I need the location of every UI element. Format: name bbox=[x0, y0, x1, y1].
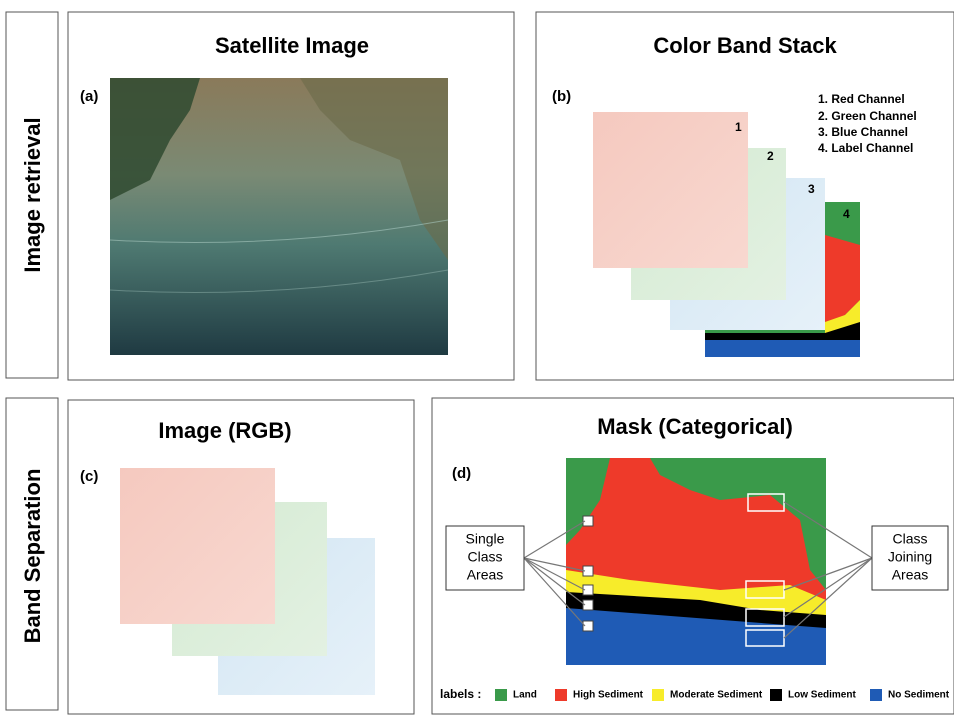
panel-title: Color Band Stack bbox=[653, 33, 837, 58]
legend-swatch bbox=[870, 689, 882, 701]
layer-number: 4 bbox=[843, 207, 850, 221]
panel-tag: (d) bbox=[452, 465, 471, 482]
panel-title: Mask (Categorical) bbox=[597, 414, 793, 439]
callout-text: Areas bbox=[467, 567, 504, 583]
diagram: Image retrieval Band Separation Satellit… bbox=[5, 11, 954, 715]
markers bbox=[582, 515, 594, 632]
row-label: Image retrieval bbox=[20, 117, 45, 272]
callout-box bbox=[871, 525, 949, 591]
layer-number: 1 bbox=[735, 120, 742, 134]
red-layer bbox=[120, 468, 275, 624]
panel bbox=[535, 11, 954, 381]
legend-swatch bbox=[652, 689, 664, 701]
legend-label: Moderate Sediment bbox=[670, 690, 763, 701]
mask-image bbox=[566, 458, 826, 665]
panel-title: Satellite Image bbox=[215, 33, 369, 58]
panel-tag: (b) bbox=[552, 88, 571, 105]
legend-swatch bbox=[495, 689, 507, 701]
row-box bbox=[5, 397, 59, 711]
layer-number: 3 bbox=[808, 182, 815, 196]
land bbox=[110, 78, 200, 200]
red-layer bbox=[593, 112, 748, 268]
callout-text: Class bbox=[467, 549, 502, 565]
row-label: Band Separation bbox=[20, 469, 45, 644]
panel bbox=[67, 399, 415, 715]
legend-label: High Sediment bbox=[573, 690, 644, 701]
arrows bbox=[523, 501, 873, 639]
channel-item: 2. Green Channel bbox=[818, 109, 917, 123]
legend-label: Land bbox=[513, 690, 537, 701]
panel-title: Image (RGB) bbox=[158, 418, 291, 443]
callout-text: Class bbox=[892, 531, 927, 547]
channel-item: 1. Red Channel bbox=[818, 92, 905, 106]
channel-item: 4. Label Channel bbox=[818, 141, 913, 155]
panel-tag: (c) bbox=[80, 468, 98, 485]
legend-swatch bbox=[770, 689, 782, 701]
legend-title: labels : bbox=[440, 687, 481, 701]
callout-text: Single bbox=[466, 531, 505, 547]
callout-text: Areas bbox=[892, 567, 929, 583]
contour bbox=[109, 219, 449, 243]
row-box bbox=[5, 11, 59, 379]
legend-swatch bbox=[555, 689, 567, 701]
legend-label: Low Sediment bbox=[788, 690, 856, 701]
callout-text: Joining bbox=[888, 549, 932, 565]
legend: Land High Sediment Moderate Sediment Low Se… bbox=[495, 689, 950, 701]
legend-label: No Sediment bbox=[888, 690, 950, 701]
panel bbox=[67, 11, 515, 381]
callout-box bbox=[445, 525, 525, 591]
panel-tag: (a) bbox=[80, 88, 98, 105]
panel bbox=[431, 397, 954, 715]
layer-number: 2 bbox=[767, 149, 774, 163]
land bbox=[300, 78, 448, 260]
channel-item: 3. Blue Channel bbox=[818, 125, 908, 139]
contour bbox=[109, 269, 449, 293]
